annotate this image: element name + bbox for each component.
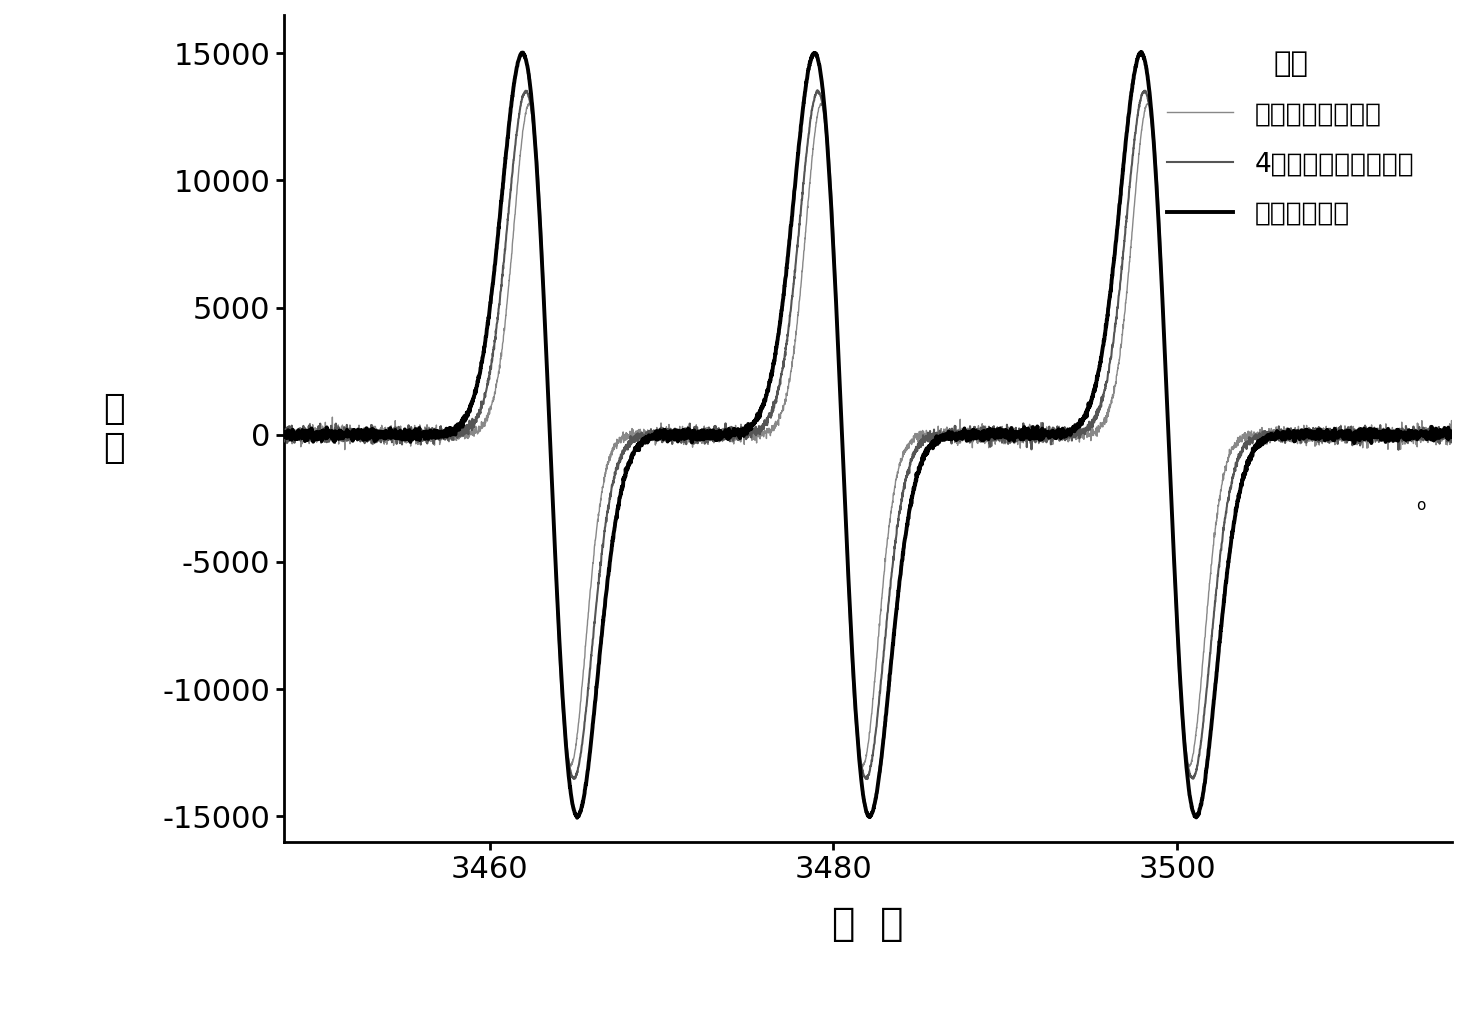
二萘嵌苯纳米粒子: [1444, 432, 1461, 444]
4吡啶基卟啉纳米粒子: [487, 325, 505, 337]
4吡啶基卟啉纳米粒子: [1444, 426, 1461, 438]
掺杂纳米粒子: [1034, 431, 1052, 443]
二萘嵌苯纳米粒子: [1235, 427, 1253, 439]
二萘嵌苯纳米粒子: [1179, 760, 1197, 772]
二萘嵌苯纳米粒子: [1034, 426, 1052, 438]
4吡啶基卟啉纳米粒子: [808, 85, 826, 97]
4吡啶基卟啉纳米粒子: [722, 435, 739, 447]
掺杂纳米粒子: [487, 251, 505, 263]
掺杂纳米粒子: [274, 430, 292, 442]
掺杂纳米粒子: [1147, 168, 1165, 180]
二萘嵌苯纳米粒子: [976, 429, 993, 441]
二萘嵌苯纳米粒子: [814, 97, 832, 109]
Line: 二萘嵌苯纳米粒子: 二萘嵌苯纳米粒子: [283, 103, 1452, 766]
Line: 4吡啶基卟啉纳米粒子: 4吡啶基卟啉纳米粒子: [283, 91, 1452, 780]
X-axis label: 场  强: 场 强: [832, 905, 904, 943]
掺杂纳米粒子: [1133, 46, 1150, 58]
Legend: 二萘嵌苯纳米粒子, 4吡啶基卟啉纳米粒子, 掺杂纳米粒子: 二萘嵌苯纳米粒子, 4吡啶基卟啉纳米粒子, 掺杂纳米粒子: [1155, 37, 1427, 240]
4吡啶基卟啉纳米粒子: [858, 773, 876, 786]
二萘嵌苯纳米粒子: [1147, 149, 1165, 161]
二萘嵌苯纳米粒子: [274, 426, 292, 438]
二萘嵌苯纳米粒子: [722, 422, 739, 434]
4吡啶基卟啉纳米粒子: [976, 429, 993, 441]
掺杂纳米粒子: [1444, 429, 1461, 441]
4吡啶基卟啉纳米粒子: [1036, 432, 1053, 444]
Text: o: o: [1416, 497, 1424, 513]
4吡啶基卟啉纳米粒子: [274, 430, 292, 442]
掺杂纳米粒子: [1235, 467, 1253, 479]
掺杂纳米粒子: [568, 811, 585, 823]
Y-axis label: 强
度: 强 度: [103, 391, 125, 465]
二萘嵌苯纳米粒子: [487, 382, 505, 394]
4吡啶基卟啉纳米粒子: [1147, 169, 1165, 181]
4吡啶基卟啉纳米粒子: [1235, 438, 1253, 450]
掺杂纳米粒子: [976, 432, 993, 444]
掺杂纳米粒子: [722, 431, 739, 443]
Line: 掺杂纳米粒子: 掺杂纳米粒子: [283, 52, 1452, 817]
